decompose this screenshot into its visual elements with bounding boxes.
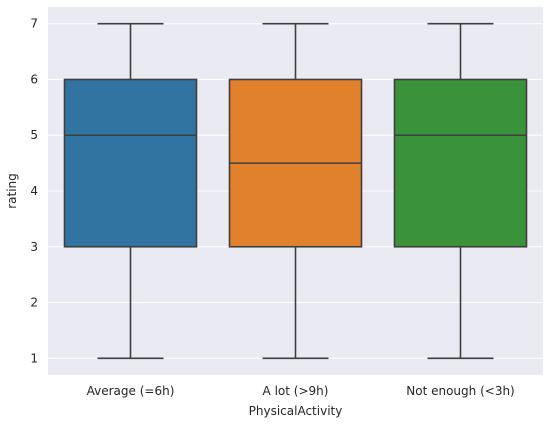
x-axis-label: PhysicalActivity [249, 404, 343, 418]
y-tick-label: 7 [30, 17, 38, 31]
box-3 [393, 22, 528, 360]
x-tick-label: Average (=6h) [87, 384, 175, 398]
box-2 [228, 22, 363, 360]
y-tick-label: 3 [30, 240, 38, 254]
y-tick-labels: 1 2 3 4 5 6 7 [30, 17, 38, 366]
box-body [393, 78, 528, 248]
y-tick-label: 5 [30, 128, 38, 142]
y-tick-label: 6 [30, 72, 38, 86]
y-tick-label: 1 [30, 351, 38, 365]
x-tick-labels: Average (=6h) A lot (>9h) Not enough (<3h) [87, 384, 515, 398]
x-tick-label: Not enough (<3h) [406, 384, 514, 398]
box-series [63, 22, 528, 360]
box-1 [63, 22, 198, 360]
y-tick-label: 2 [30, 296, 38, 310]
x-tick-label: A lot (>9h) [263, 384, 329, 398]
y-axis-label: rating [5, 173, 19, 209]
box-body [63, 78, 198, 248]
y-tick-label: 4 [30, 184, 38, 198]
